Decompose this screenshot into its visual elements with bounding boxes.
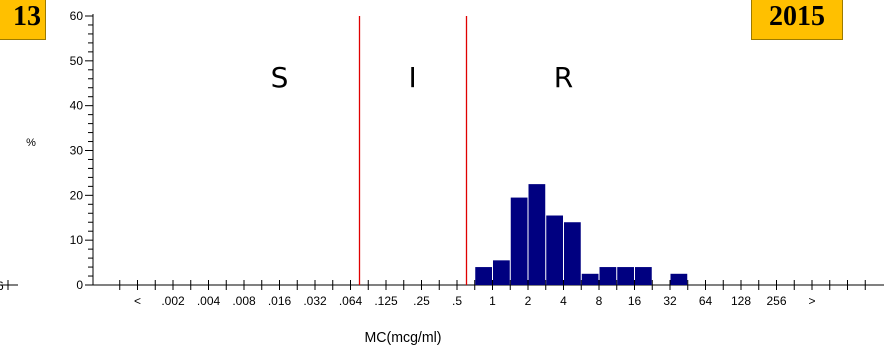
y-tick-label: 10 <box>70 233 84 247</box>
x-tick-label: 2 <box>525 294 532 308</box>
y-tick-label: 30 <box>70 144 84 158</box>
x-tick-label: > <box>808 294 815 308</box>
chart-axes <box>0 14 884 290</box>
y-tick-label: 20 <box>70 188 84 202</box>
x-tick-label: 16 <box>628 294 642 308</box>
histogram-bar <box>564 222 581 285</box>
x-tick-label: 256 <box>766 294 786 308</box>
histogram-bar <box>510 197 528 285</box>
year-badge-left: 13 <box>0 0 46 40</box>
histogram-bar <box>528 184 546 285</box>
histogram-bar <box>635 267 652 285</box>
x-tick-label: .004 <box>197 294 221 308</box>
y-tick-labels: 0 10 20 30 40 50 60 <box>70 9 84 292</box>
year-badge-right: 2015 <box>751 0 843 40</box>
y-tick-label: 50 <box>70 54 84 68</box>
y-tick-label: 0 <box>76 278 83 292</box>
x-tick-label: 32 <box>663 294 677 308</box>
x-tick-label: .064 <box>339 294 363 308</box>
x-tick-label: < <box>134 294 141 308</box>
histogram-bar <box>581 273 599 285</box>
region-label: I <box>408 61 416 94</box>
x-tick-label: 4 <box>560 294 567 308</box>
histogram-bar <box>599 267 617 285</box>
x-tick-label: .002 <box>161 294 185 308</box>
x-tick-labels: < .002 .004 .008 .016 .032 .064 .125 .25 .5 1 2 4 8 16… <box>134 294 816 308</box>
region-label: R <box>554 61 573 94</box>
x-tick-label: 8 <box>596 294 603 308</box>
x-tick-label: .25 <box>413 294 430 308</box>
y-axis-label: % <box>26 137 36 149</box>
x-axis-label: MC(mcg/ml) <box>365 329 442 346</box>
x-tick-label: 64 <box>699 294 713 308</box>
left-partial-tick-label: 6 <box>0 279 4 293</box>
histogram-bar <box>670 273 688 285</box>
x-tick-label: .008 <box>232 294 256 308</box>
x-tick-label: 1 <box>489 294 496 308</box>
histogram-bar <box>546 215 563 285</box>
y-tick-label: 40 <box>70 99 84 113</box>
x-tick-label: .016 <box>268 294 292 308</box>
region-label: S <box>271 61 289 94</box>
histogram-bar <box>493 260 510 285</box>
histogram-bar <box>475 267 492 285</box>
x-tick-label: .032 <box>303 294 327 308</box>
bar-series <box>475 184 688 285</box>
x-tick-label: .125 <box>374 294 398 308</box>
x-tick-label: .5 <box>452 294 462 308</box>
histogram-bar <box>617 267 634 285</box>
x-tick-label: 128 <box>731 294 751 308</box>
y-tick-label: 60 <box>70 9 84 23</box>
breakpoint-lines <box>358 16 468 285</box>
